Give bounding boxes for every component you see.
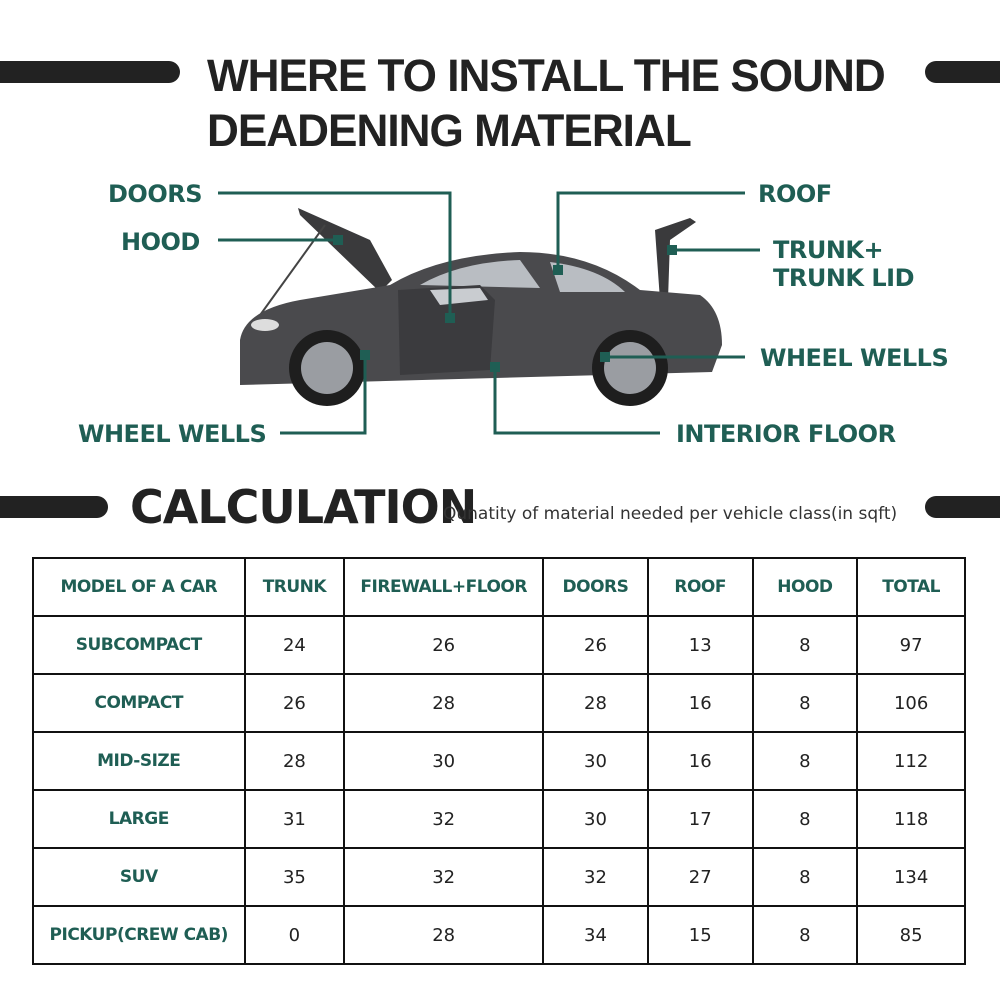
model-cell: SUBCOMPACT [32, 615, 246, 675]
column-header: MODEL OF A CAR [32, 557, 246, 617]
value-cell: 17 [646, 789, 754, 849]
value-cell: 30 [542, 731, 649, 791]
material-table: MODEL OF A CAR TRUNK FIREWALL+FLOOR DOORS RO… [32, 557, 966, 965]
value-cell: 118 [856, 789, 966, 849]
value-cell: 30 [542, 789, 649, 849]
decorative-bar [0, 61, 180, 83]
title-line-2: DEADENING MATERIAL [207, 105, 692, 156]
interior-floor-leader-line [493, 367, 660, 435]
value-cell: 85 [856, 905, 966, 965]
model-cell: MID-SIZE [32, 731, 246, 791]
value-cell: 26 [343, 615, 545, 675]
table-row: COMPACT 26 28 28 16 8 106 [32, 673, 966, 733]
label-hood: HOOD [121, 228, 200, 256]
model-cell: SUV [32, 847, 246, 907]
wheel-wells-left-leader-line [280, 355, 367, 435]
table-row: PICKUP(CREW CAB) 0 28 34 15 8 85 [32, 905, 966, 965]
doors-leader-line [218, 191, 452, 318]
value-cell: 30 [343, 731, 545, 791]
table-row: MID-SIZE 28 30 30 16 8 112 [32, 731, 966, 791]
decorative-bar [0, 496, 108, 518]
column-header: TRUNK [243, 557, 346, 617]
model-cell: PICKUP(CREW CAB) [32, 905, 246, 965]
label-roof: ROOF [758, 180, 832, 208]
calculation-heading: CALCULATION [130, 480, 477, 534]
value-cell: 15 [646, 905, 754, 965]
title-line-1: WHERE TO INSTALL THE SOUND [207, 50, 886, 101]
car-illustration [240, 208, 722, 406]
value-cell: 24 [243, 615, 346, 675]
value-cell: 26 [243, 673, 346, 733]
value-cell: 97 [856, 615, 966, 675]
value-cell: 106 [856, 673, 966, 733]
column-header: DOORS [542, 557, 649, 617]
column-header: HOOD [751, 557, 859, 617]
decorative-bar [925, 496, 1000, 518]
decorative-bar [925, 61, 1000, 83]
value-cell: 16 [646, 673, 754, 733]
value-cell: 31 [243, 789, 346, 849]
value-cell: 28 [343, 673, 545, 733]
label-trunk: TRUNK+ TRUNK LID [773, 236, 915, 292]
calculation-subtitle: Qunatity of material needed per vehicle … [443, 504, 898, 524]
value-cell: 28 [542, 673, 649, 733]
column-header: TOTAL [856, 557, 966, 617]
value-cell: 32 [542, 847, 649, 907]
value-cell: 32 [343, 847, 545, 907]
column-header: FIREWALL+FLOOR [343, 557, 545, 617]
label-interior-floor: INTERIOR FLOOR [676, 420, 896, 448]
value-cell: 28 [343, 905, 545, 965]
value-cell: 112 [856, 731, 966, 791]
table-row: LARGE 31 32 30 17 8 118 [32, 789, 966, 849]
value-cell: 34 [542, 905, 649, 965]
callout-lines [218, 191, 760, 435]
value-cell: 35 [243, 847, 346, 907]
value-cell: 13 [646, 615, 754, 675]
label-wheel-wells-left: WHEEL WELLS [78, 420, 267, 448]
model-cell: COMPACT [32, 673, 246, 733]
table-row: SUBCOMPACT 24 26 26 13 8 97 [32, 615, 966, 675]
label-trunk-line-1: TRUNK+ [773, 236, 884, 264]
value-cell: 0 [243, 905, 346, 965]
value-cell: 27 [646, 847, 754, 907]
value-cell: 32 [343, 789, 545, 849]
table-row: SUV 35 32 32 27 8 134 [32, 847, 966, 907]
value-cell: 16 [646, 731, 754, 791]
value-cell: 8 [751, 731, 859, 791]
table-body: SUBCOMPACT 24 26 26 13 8 97 COMPACT 26 28 28 16 8 106… [32, 615, 966, 965]
value-cell: 26 [542, 615, 649, 675]
value-cell: 134 [856, 847, 966, 907]
roof-leader-line [556, 191, 745, 270]
label-trunk-line-2: TRUNK LID [773, 264, 915, 292]
label-wheel-wells-right: WHEEL WELLS [760, 344, 949, 372]
value-cell: 8 [751, 615, 859, 675]
label-doors: DOORS [108, 180, 203, 208]
value-cell: 28 [243, 731, 346, 791]
value-cell: 8 [751, 789, 859, 849]
value-cell: 8 [751, 905, 859, 965]
car-diagram [218, 191, 760, 435]
table-header-row: MODEL OF A CAR TRUNK FIREWALL+FLOOR DOORS RO… [32, 557, 966, 617]
callout-markers [333, 235, 677, 372]
model-cell: LARGE [32, 789, 246, 849]
value-cell: 8 [751, 847, 859, 907]
column-header: ROOF [646, 557, 754, 617]
value-cell: 8 [751, 673, 859, 733]
page-title: WHERE TO INSTALL THE SOUND DEADENING MAT… [207, 48, 886, 158]
